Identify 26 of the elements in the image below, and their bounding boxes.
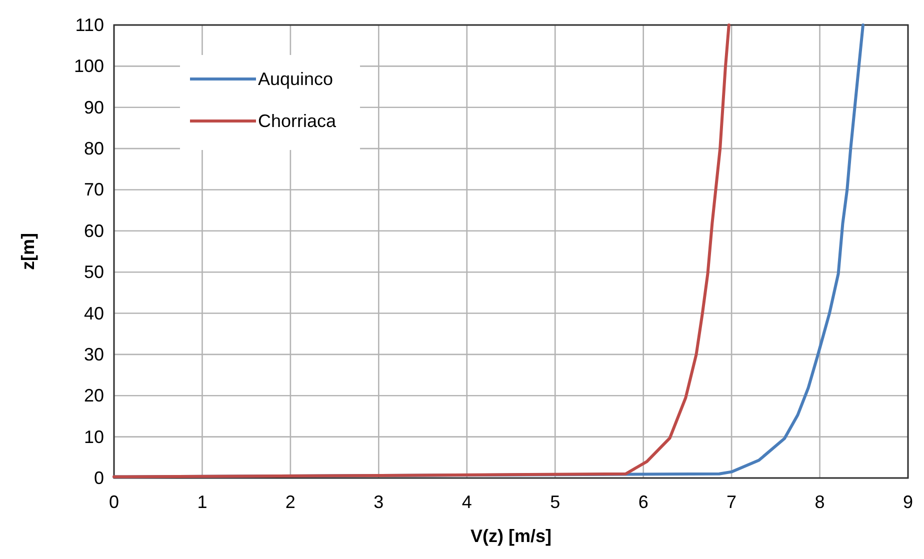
y-axis-title: z[m] <box>18 233 38 270</box>
x-tick-label: 4 <box>462 492 472 512</box>
legend-label: Chorriaca <box>258 111 338 131</box>
y-tick-label: 10 <box>84 426 104 447</box>
y-tick-label: 70 <box>84 180 104 200</box>
x-tick-label: 8 <box>814 492 825 512</box>
y-tick-label: 60 <box>84 220 104 241</box>
x-tick-label: 0 <box>108 492 120 512</box>
y-tick-label: 100 <box>74 56 104 76</box>
y-tick-label: 80 <box>84 138 104 159</box>
y-tick-label: 0 <box>94 468 104 488</box>
y-tick-label: 20 <box>84 386 104 406</box>
x-tick-label: 9 <box>902 492 914 512</box>
y-tick-label: 50 <box>84 262 104 282</box>
x-tick-label: 2 <box>285 492 296 512</box>
y-tick-label: 30 <box>84 344 104 364</box>
x-tick-label: 3 <box>374 492 384 512</box>
x-tick-label: 1 <box>197 492 208 512</box>
x-axis-title: V(z) [m/s] <box>470 526 552 546</box>
y-tick-label: 110 <box>75 15 104 35</box>
x-tick-label: 7 <box>726 492 737 512</box>
x-tick-label: 6 <box>638 492 648 512</box>
x-tick-label: 5 <box>550 492 560 512</box>
y-tick-label: 40 <box>84 303 104 324</box>
y-tick-label: 90 <box>84 97 104 118</box>
legend-label: Auquinco <box>258 69 334 89</box>
